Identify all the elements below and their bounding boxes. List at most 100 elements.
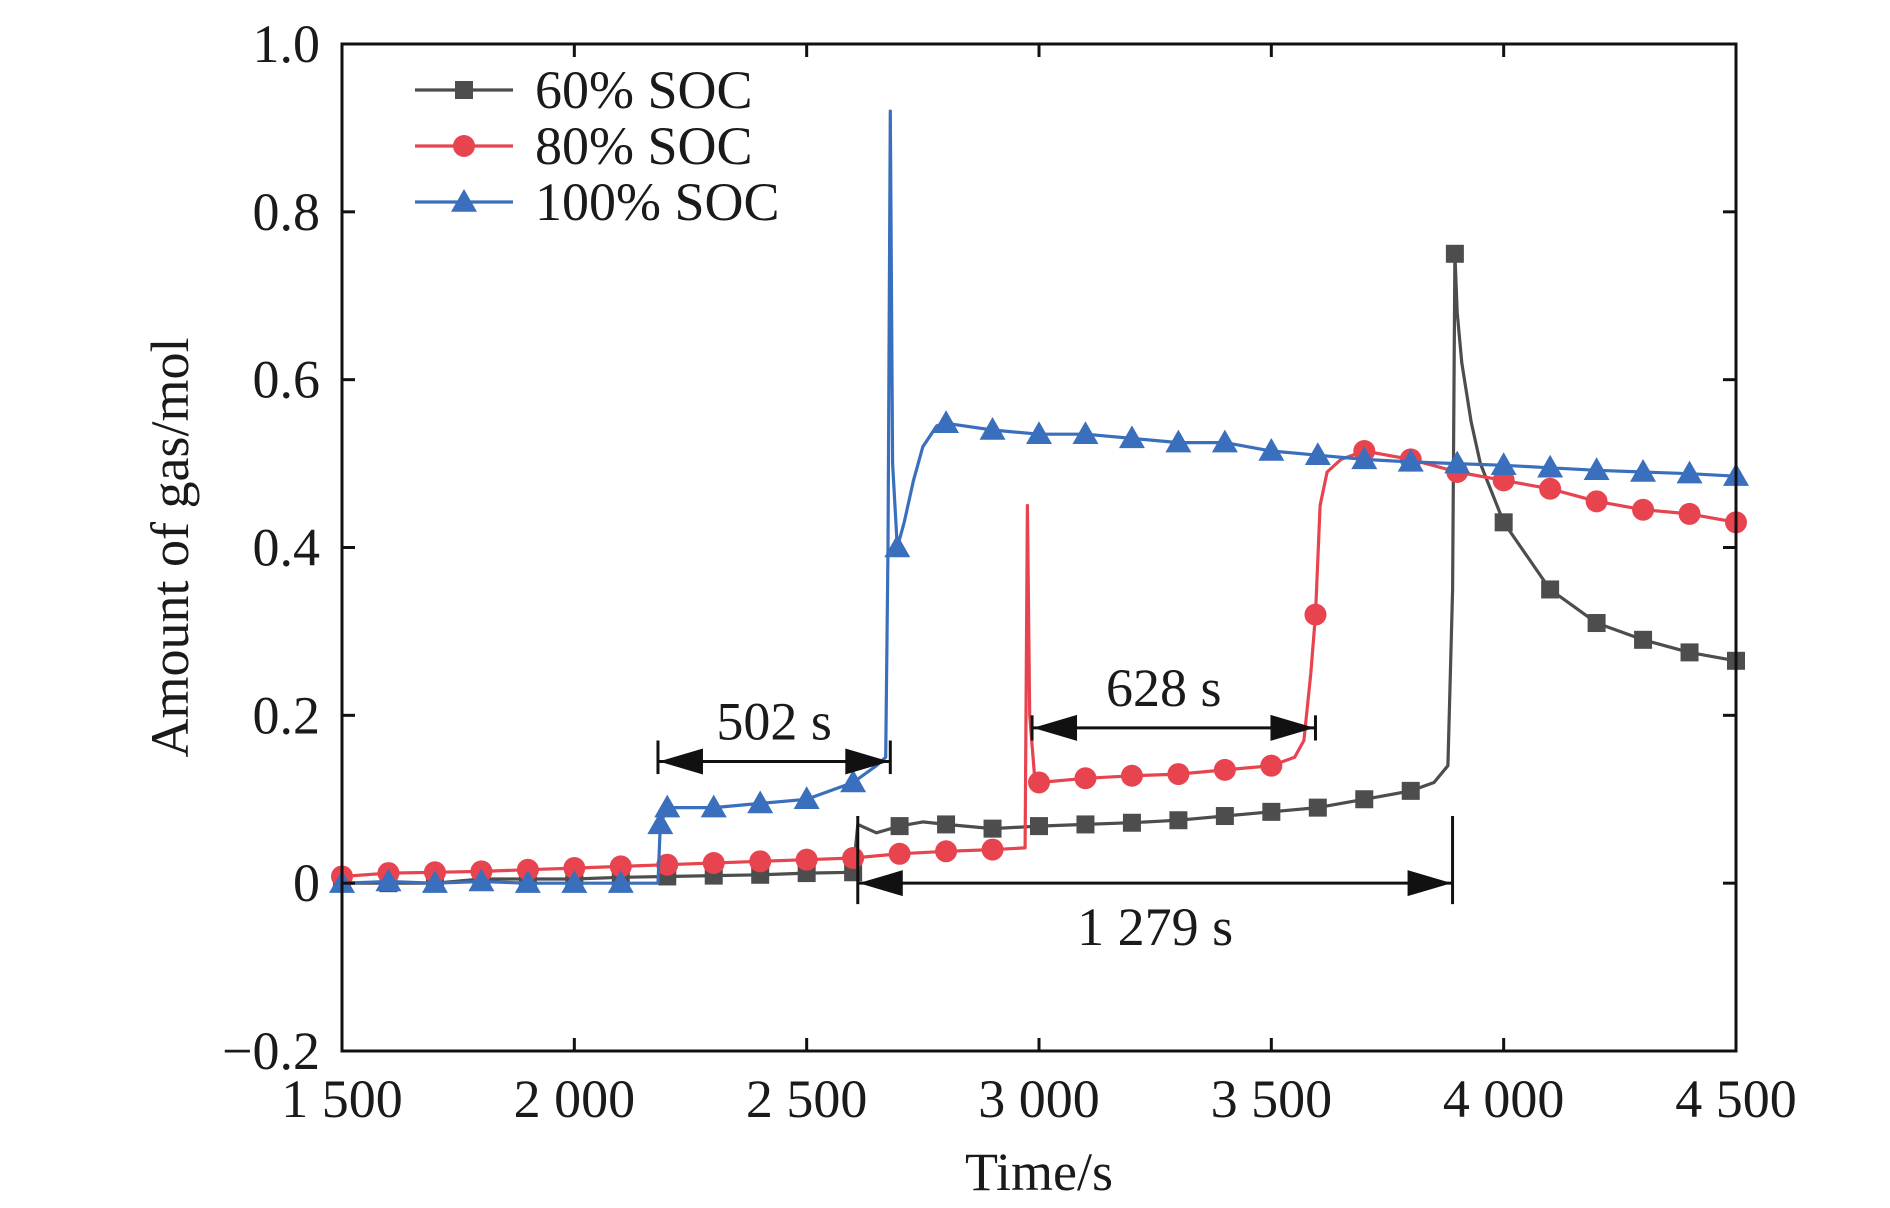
data-point [647, 811, 674, 835]
y-tick-label: −0.2 [222, 1021, 320, 1081]
y-tick-label: 0.6 [253, 350, 321, 410]
data-point [1026, 421, 1052, 444]
data-point [1074, 767, 1097, 790]
data-point [1169, 811, 1188, 830]
data-point [795, 848, 818, 871]
data-point [516, 858, 539, 881]
annotation-label: 1 279 s [1077, 897, 1233, 957]
data-point [1585, 490, 1608, 513]
data-point [888, 842, 911, 865]
legend-entry-2: 100% SOC [415, 172, 780, 232]
data-point [656, 853, 679, 876]
data-point [981, 838, 1004, 861]
legend-label: 100% SOC [535, 172, 780, 232]
data-point [1122, 813, 1141, 832]
legend-entry-0: 60% SOC [415, 60, 753, 120]
data-point [561, 870, 588, 893]
x-tick-label: 1 500 [281, 1069, 403, 1129]
data-point [1120, 764, 1143, 787]
data-point [1397, 448, 1424, 472]
legend-entry-1: 80% SOC [415, 116, 753, 176]
series-2 [329, 109, 1749, 893]
data-point [1351, 446, 1378, 470]
data-point [935, 840, 958, 863]
y-tick-label: 0.2 [253, 685, 321, 745]
data-point [1632, 498, 1655, 521]
data-point [979, 417, 1006, 440]
data-point [1355, 790, 1374, 809]
data-point [1304, 603, 1327, 626]
data-point [1260, 754, 1283, 777]
data-point [1444, 450, 1471, 474]
x-axis-title: Time/s [965, 1142, 1113, 1202]
data-point [1541, 580, 1560, 599]
legend-marker [455, 81, 473, 99]
y-tick-label: 1.0 [253, 14, 321, 74]
data-point [747, 790, 774, 814]
arrow-head [658, 748, 703, 775]
data-point [1258, 437, 1285, 461]
data-point [1676, 460, 1703, 484]
data-point [1165, 429, 1192, 453]
arrow-head [1270, 714, 1315, 741]
data-point [937, 815, 956, 834]
annotation-0: 502 s [656, 691, 892, 775]
series-layer [329, 109, 1749, 893]
data-point [933, 410, 960, 434]
data-point [1401, 781, 1420, 800]
y-axis-title: Amount of gas/mol [140, 338, 200, 758]
data-point [1262, 802, 1281, 821]
arrow-head [1033, 714, 1078, 741]
data-point [1583, 457, 1610, 481]
data-point [421, 870, 448, 893]
data-point [1630, 458, 1657, 482]
data-point [983, 819, 1002, 838]
data-point [793, 786, 820, 809]
data-point [842, 846, 865, 869]
data-point [607, 870, 634, 893]
x-tick-label: 4 500 [1675, 1069, 1797, 1129]
x-tick-label: 2 500 [746, 1069, 868, 1129]
y-tick-label: 0.8 [253, 182, 321, 242]
data-point [1680, 643, 1699, 662]
y-tick-label: 0.4 [253, 518, 321, 578]
legend-marker [453, 135, 475, 157]
data-point [1215, 807, 1234, 826]
data-point [1494, 513, 1513, 532]
data-point [1072, 421, 1099, 444]
data-point [1634, 630, 1653, 649]
data-point [1030, 817, 1048, 836]
data-point [1213, 758, 1236, 781]
series-line [341, 109, 1737, 885]
data-point [1304, 442, 1331, 465]
data-point [654, 794, 681, 818]
x-tick-label: 4 000 [1443, 1069, 1565, 1129]
x-tick-label: 3 000 [978, 1069, 1100, 1129]
arrow-head [858, 870, 903, 897]
data-point [1678, 502, 1701, 525]
data-point [1076, 815, 1095, 834]
arrow-head [845, 748, 890, 775]
data-point [890, 817, 909, 836]
data-point [884, 534, 911, 558]
arrow-head [1407, 870, 1452, 897]
data-point [1118, 425, 1145, 449]
annotation-layer: 502 s 628 s 1 279 s [656, 658, 1455, 957]
data-point [1028, 771, 1050, 794]
data-point [375, 868, 402, 892]
data-point [702, 852, 725, 875]
x-tick-label: 2 000 [514, 1069, 636, 1129]
data-point [840, 769, 867, 793]
data-point [514, 870, 541, 893]
data-point [1539, 477, 1562, 500]
data-point [1587, 614, 1606, 633]
data-point [1537, 454, 1564, 478]
data-point [563, 857, 586, 880]
data-point [609, 855, 632, 878]
data-point [1167, 763, 1190, 786]
annotation-label: 628 s [1106, 658, 1222, 718]
data-point [1445, 244, 1464, 263]
